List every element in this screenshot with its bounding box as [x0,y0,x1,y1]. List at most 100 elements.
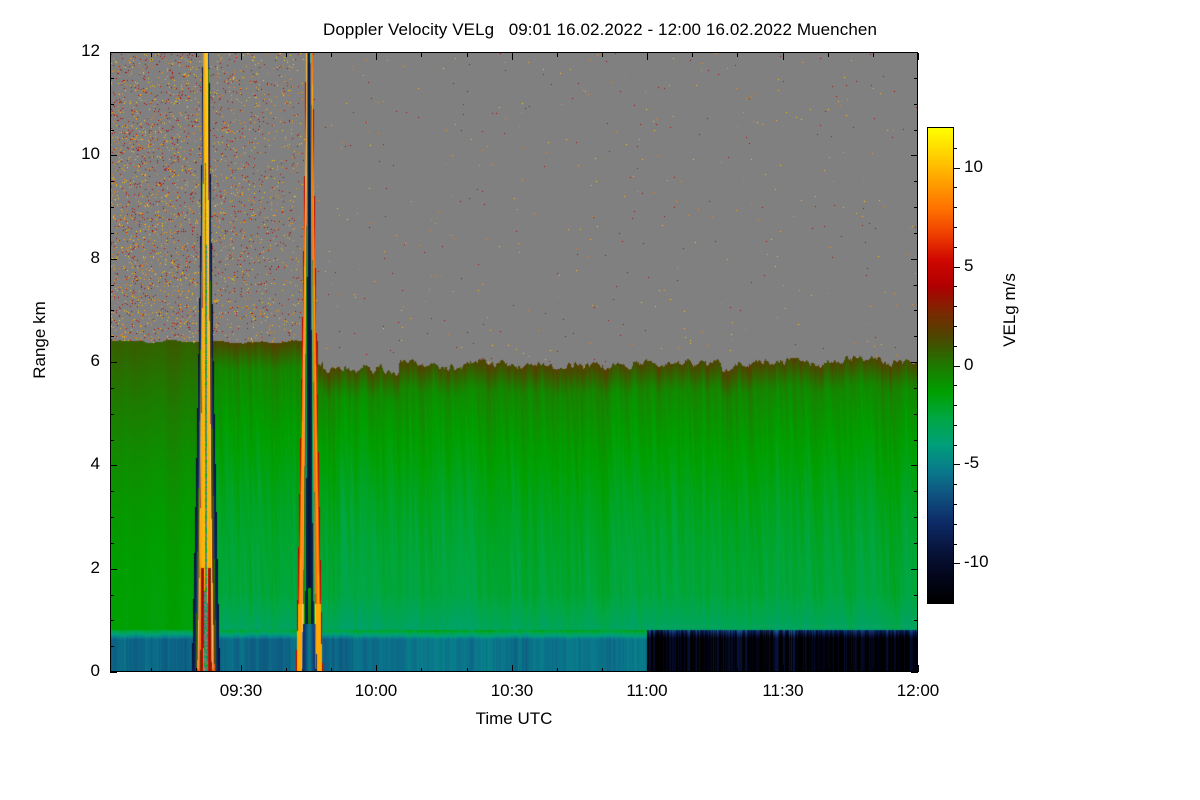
y-tick-minor [110,388,114,389]
x-tick-major-top [376,53,377,60]
y-tick-label: 0 [90,661,100,680]
x-tick-minor-top [151,53,152,57]
page-title: Doppler Velocity VELg 09:01 16.02.2022 -… [322,20,878,39]
y-tick-label: 12 [81,41,100,60]
colorbar-tick [954,267,960,268]
y-tick-minor [110,104,114,105]
y-tick-minor [110,207,114,208]
colorbar-tick-label: -5 [964,453,980,472]
colorbar-tick-minor [954,385,957,386]
x-tick-minor-top [557,53,558,57]
x-tick-minor [828,668,829,672]
y-tick-minor-right [914,543,918,544]
y-tick-minor [110,78,114,79]
y-tick-minor-right [914,440,918,441]
x-axis-title: Time UTC [475,709,553,728]
doppler-velocity-heatmap[interactable] [110,52,918,672]
x-tick-minor-top [196,53,197,57]
y-tick-minor-right [914,620,918,621]
colorbar-gradient [928,128,953,603]
colorbar-tick-minor [954,544,957,545]
y-tick-minor [110,181,114,182]
x-tick-minor [467,668,468,672]
x-tick-major-top [241,53,242,60]
x-tick-major [512,665,513,672]
colorbar-tick-label: 10 [964,157,983,176]
y-tick-label: 10 [81,144,100,163]
x-tick-minor-top [692,53,693,57]
colorbar-tick-minor [954,445,957,446]
colorbar[interactable] [927,127,954,604]
y-tick-major [110,362,117,363]
y-tick-minor [110,646,114,647]
y-tick-label: 4 [90,454,100,473]
x-tick-major [783,665,784,672]
y-tick-minor-right [914,285,918,286]
y-tick-minor [110,130,114,131]
y-tick-minor-right [914,207,918,208]
y-tick-major-right [911,52,918,53]
y-tick-minor-right [914,336,918,337]
x-tick-label: 09:30 [219,681,263,700]
colorbar-tick-minor [954,306,957,307]
colorbar-title: VELg m/s [1000,273,1019,347]
x-tick-major-top [918,53,919,60]
colorbar-tick-minor [954,326,957,327]
colorbar-tick [954,464,960,465]
x-tick-label: 12:00 [896,681,940,700]
x-tick-minor-top [467,53,468,57]
y-tick-minor-right [914,491,918,492]
y-tick-major-right [911,362,918,363]
x-tick-major [241,665,242,672]
y-tick-minor-right [914,517,918,518]
y-tick-major [110,52,117,53]
x-tick-minor [602,668,603,672]
colorbar-tick-minor [954,425,957,426]
x-tick-major-top [512,53,513,60]
y-tick-minor-right [914,595,918,596]
y-tick-minor-right [914,181,918,182]
y-tick-major [110,465,117,466]
y-tick-label: 2 [90,558,100,577]
colorbar-tick-minor [954,247,957,248]
x-tick-minor-top [421,53,422,57]
y-tick-major [110,259,117,260]
y-tick-minor-right [914,78,918,79]
y-tick-minor-right [914,414,918,415]
x-tick-minor [151,668,152,672]
x-tick-minor [421,668,422,672]
colorbar-tick-minor [954,227,957,228]
y-tick-minor-right [914,233,918,234]
x-tick-minor [286,668,287,672]
x-tick-label: 10:00 [354,681,398,700]
y-tick-minor [110,440,114,441]
y-tick-label: 8 [90,248,100,267]
x-tick-major-top [783,53,784,60]
x-tick-minor [557,668,558,672]
y-tick-major [110,155,117,156]
heatmap-canvas [111,53,917,671]
x-tick-major [376,665,377,672]
y-tick-minor-right [914,646,918,647]
colorbar-tick-minor [954,207,957,208]
y-tick-minor [110,595,114,596]
y-tick-minor-right [914,130,918,131]
colorbar-tick-minor [954,346,957,347]
x-tick-major [647,665,648,672]
colorbar-tick-label: -10 [964,552,989,571]
y-tick-minor-right [914,388,918,389]
y-tick-label: 6 [90,351,100,370]
y-tick-minor-right [914,104,918,105]
y-tick-major-right [911,465,918,466]
x-tick-minor [196,668,197,672]
y-tick-minor [110,336,114,337]
x-tick-label: 11:00 [626,681,668,700]
colorbar-tick-minor [954,148,957,149]
x-tick-minor [737,668,738,672]
y-tick-minor [110,285,114,286]
x-tick-major [918,665,919,672]
x-tick-minor [692,668,693,672]
x-tick-minor-top [828,53,829,57]
colorbar-tick-minor [954,405,957,406]
y-tick-minor [110,620,114,621]
